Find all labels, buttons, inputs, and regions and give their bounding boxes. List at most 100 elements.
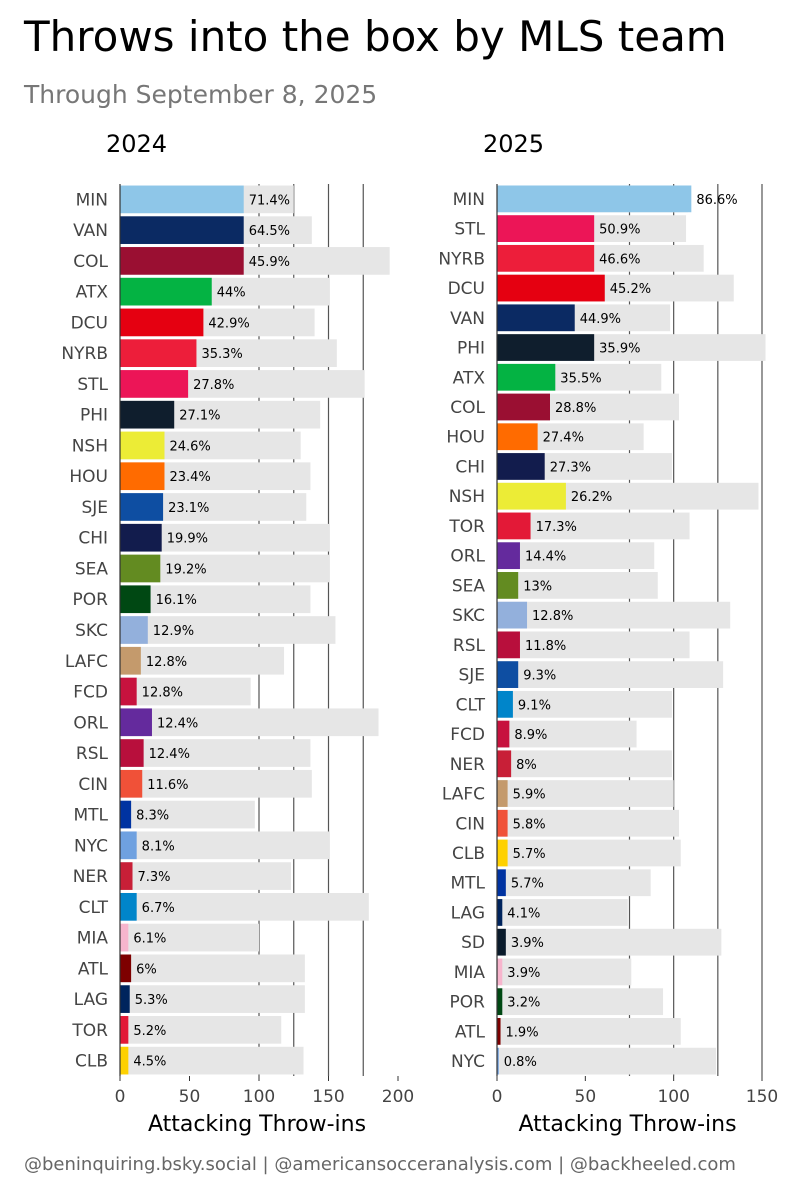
data-label: 5.7% xyxy=(513,847,546,862)
box-bar-CLB xyxy=(497,839,508,867)
box-bar-SKC xyxy=(497,601,528,629)
total-bar-NER xyxy=(497,750,672,778)
x-tick-label: 0 xyxy=(115,1087,126,1107)
data-label: 12.8% xyxy=(142,686,183,701)
data-label: 13% xyxy=(523,579,552,594)
data-label: 64.5% xyxy=(249,224,290,239)
category-label: SEA xyxy=(75,559,109,579)
total-bar-NYC xyxy=(120,831,330,860)
data-label: 5.9% xyxy=(513,788,546,803)
box-bar-CIN xyxy=(120,769,143,798)
box-bar-NSH xyxy=(497,482,566,510)
total-bar-RSL xyxy=(120,739,311,767)
category-label: MIA xyxy=(454,963,486,983)
data-label: 23.4% xyxy=(169,470,210,485)
box-bar-SKC xyxy=(120,616,148,644)
data-label: 27.1% xyxy=(179,409,220,424)
credits-footer: @beninquiring.bsky.social | @americansoc… xyxy=(24,1154,736,1175)
chart-subtitle: Through September 8, 2025 xyxy=(24,80,378,109)
panel-title: 2025 xyxy=(483,130,544,158)
data-label: 8.1% xyxy=(142,839,175,854)
data-label: 8% xyxy=(516,758,537,773)
total-bar-CLT xyxy=(497,690,672,718)
box-bar-MTL xyxy=(120,800,132,829)
category-label: MTL xyxy=(450,874,485,894)
data-label: 4.5% xyxy=(133,1055,166,1070)
box-bar-TOR xyxy=(497,512,531,540)
category-label: NYC xyxy=(451,1052,485,1072)
box-bar-NER xyxy=(497,750,512,778)
box-bar-FCD xyxy=(120,677,137,706)
data-label: 12.4% xyxy=(149,747,190,762)
total-bar-CIN xyxy=(120,769,312,798)
category-label: ATX xyxy=(453,368,486,388)
data-label: 5.3% xyxy=(135,993,168,1008)
box-bar-CLT xyxy=(497,690,513,718)
category-label: LAG xyxy=(74,990,108,1010)
data-label: 11.8% xyxy=(525,639,566,654)
category-label: LAG xyxy=(451,903,485,923)
data-label: 19.9% xyxy=(167,532,208,547)
box-bar-CIN xyxy=(497,809,508,837)
box-bar-CHI xyxy=(120,523,162,552)
category-label: TOR xyxy=(448,517,485,537)
category-label: NER xyxy=(450,755,485,775)
total-bar-LAFC xyxy=(497,780,674,807)
box-bar-VAN xyxy=(497,304,575,332)
x-axis-label: Attacking Throw-ins xyxy=(518,1112,736,1137)
total-bar-MIA xyxy=(120,923,259,952)
box-bar-SEA xyxy=(497,572,519,599)
category-label: POR xyxy=(450,993,486,1013)
total-bar-ATL xyxy=(120,954,305,983)
data-label: 71.4% xyxy=(249,193,290,208)
category-label: VAN xyxy=(450,309,485,329)
box-bar-DCU xyxy=(497,274,605,302)
total-bar-MIA xyxy=(497,958,632,986)
box-bar-NYRB xyxy=(497,244,595,272)
box-bar-ATL xyxy=(497,1018,501,1045)
box-bar-NYC xyxy=(120,831,137,860)
box-bar-COL xyxy=(497,393,550,421)
box-bar-CLB xyxy=(120,1046,129,1075)
total-bar-LAG xyxy=(120,985,305,1013)
category-label: COL xyxy=(73,252,108,272)
box-bar-HOU xyxy=(120,462,165,491)
data-label: 19.2% xyxy=(165,562,206,577)
data-label: 6.1% xyxy=(133,932,166,947)
data-label: 9.3% xyxy=(523,669,556,684)
category-label: CIN xyxy=(78,775,108,795)
category-label: VAN xyxy=(73,221,108,241)
category-label: DCU xyxy=(71,313,108,333)
box-bar-LAFC xyxy=(497,780,508,807)
total-bar-SKC xyxy=(120,616,336,644)
data-label: 5.2% xyxy=(133,1024,166,1039)
box-bar-PHI xyxy=(120,400,175,429)
total-bar-FCD xyxy=(120,677,251,706)
data-label: 8.9% xyxy=(514,728,547,743)
data-label: 35.5% xyxy=(560,371,601,386)
total-bar-SD xyxy=(497,928,722,956)
data-label: 44% xyxy=(217,286,246,301)
total-bar-ORL xyxy=(497,542,655,570)
x-tick-label: 50 xyxy=(179,1087,201,1107)
category-label: SD xyxy=(461,933,485,953)
box-bar-CLT xyxy=(120,892,137,921)
category-label: POR xyxy=(73,590,109,610)
category-label: CHI xyxy=(455,457,485,477)
box-bar-SEA xyxy=(120,554,161,583)
panel-2025: 2025 MIN 86.6% STL 50.9% NYRB 46.6% DCU 45.2% VAN… xyxy=(438,130,778,1137)
total-bar-SKC xyxy=(497,601,731,629)
category-label: CLB xyxy=(452,844,485,864)
data-label: 12.8% xyxy=(146,655,187,670)
box-bar-NER xyxy=(120,862,133,890)
category-label: NSH xyxy=(449,487,485,507)
category-label: ATL xyxy=(78,959,109,979)
data-label: 24.6% xyxy=(169,439,210,454)
data-label: 5.7% xyxy=(511,877,544,892)
data-label: 12.8% xyxy=(532,609,573,624)
data-label: 45.2% xyxy=(610,282,651,297)
data-label: 42.9% xyxy=(208,316,249,331)
category-label: CLT xyxy=(456,695,486,715)
category-label: PHI xyxy=(80,406,108,426)
